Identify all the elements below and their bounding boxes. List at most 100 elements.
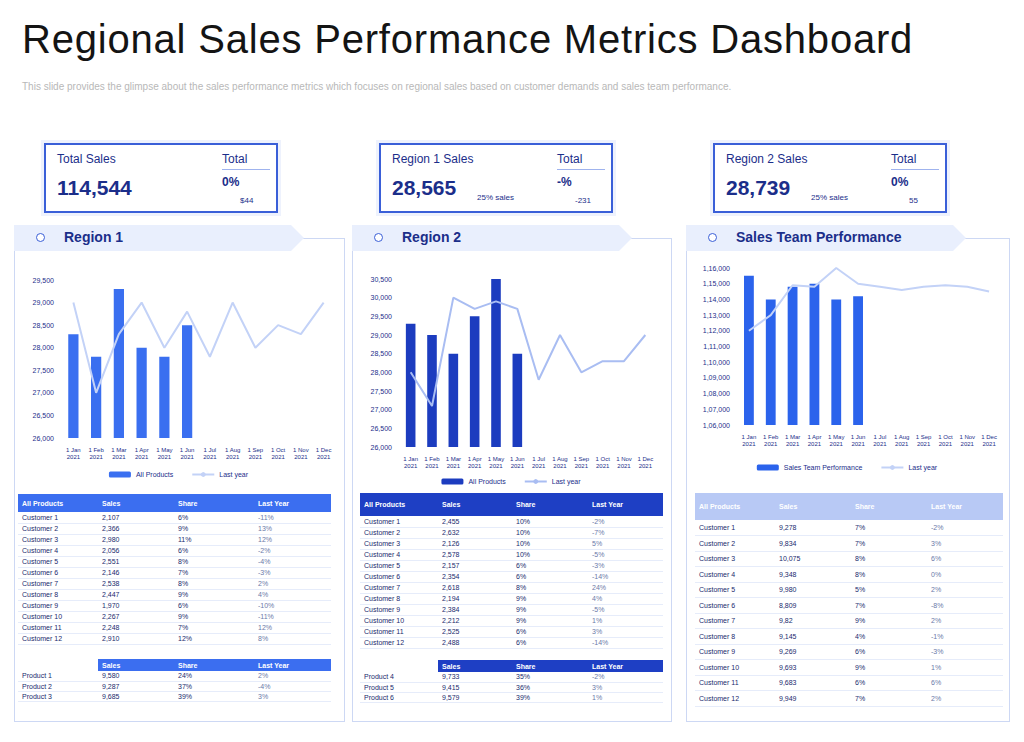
svg-text:Last year: Last year xyxy=(219,471,248,479)
svg-text:2021: 2021 xyxy=(639,463,653,469)
svg-text:29,000: 29,000 xyxy=(371,332,393,339)
svg-text:2021: 2021 xyxy=(764,441,778,447)
svg-text:2021: 2021 xyxy=(873,441,887,447)
svg-text:1 Jan: 1 Jan xyxy=(66,447,81,453)
svg-text:All Products: All Products xyxy=(136,471,174,478)
svg-text:1 Sep: 1 Sep xyxy=(573,456,589,462)
svg-text:2021: 2021 xyxy=(425,463,439,469)
svg-text:29,000: 29,000 xyxy=(33,299,55,306)
svg-text:26,500: 26,500 xyxy=(371,425,393,432)
svg-text:1 May: 1 May xyxy=(488,456,504,462)
svg-text:1 Aug: 1 Aug xyxy=(894,434,909,440)
svg-text:1,13,000: 1,13,000 xyxy=(703,312,730,319)
svg-text:2021: 2021 xyxy=(180,454,194,460)
svg-text:29,500: 29,500 xyxy=(371,313,393,320)
svg-text:2021: 2021 xyxy=(830,441,844,447)
svg-text:2021: 2021 xyxy=(468,463,482,469)
svg-text:1 Nov: 1 Nov xyxy=(616,456,632,462)
svg-text:2021: 2021 xyxy=(939,441,953,447)
svg-text:2021: 2021 xyxy=(249,454,263,460)
svg-text:2021: 2021 xyxy=(489,463,503,469)
svg-text:27,000: 27,000 xyxy=(371,406,393,413)
svg-text:2021: 2021 xyxy=(553,463,567,469)
svg-text:2021: 2021 xyxy=(317,454,331,460)
svg-text:1 Dec: 1 Dec xyxy=(316,447,332,453)
svg-text:1 Nov: 1 Nov xyxy=(959,434,975,440)
svg-text:2021: 2021 xyxy=(67,454,81,460)
svg-text:2021: 2021 xyxy=(575,463,589,469)
svg-text:1 Sep: 1 Sep xyxy=(916,434,932,440)
svg-text:26,500: 26,500 xyxy=(33,412,55,419)
svg-text:1,11,000: 1,11,000 xyxy=(703,343,730,350)
svg-text:1 Oct: 1 Oct xyxy=(938,434,953,440)
svg-text:30,000: 30,000 xyxy=(371,294,393,301)
svg-text:2021: 2021 xyxy=(596,463,610,469)
svg-text:1 Feb: 1 Feb xyxy=(763,434,779,440)
svg-text:1,08,000: 1,08,000 xyxy=(703,390,730,397)
svg-text:2021: 2021 xyxy=(961,441,975,447)
svg-text:1 Jun: 1 Jun xyxy=(180,447,195,453)
svg-text:1,12,000: 1,12,000 xyxy=(703,327,730,334)
svg-text:2021: 2021 xyxy=(851,441,865,447)
svg-text:1,10,000: 1,10,000 xyxy=(703,359,730,366)
svg-text:1,15,000: 1,15,000 xyxy=(703,280,730,287)
svg-text:1 Jul: 1 Jul xyxy=(204,447,217,453)
svg-text:26,000: 26,000 xyxy=(33,435,55,442)
svg-text:1 Mar: 1 Mar xyxy=(111,447,126,453)
svg-text:2021: 2021 xyxy=(917,441,931,447)
svg-text:1 Oct: 1 Oct xyxy=(271,447,286,453)
svg-text:1 Dec: 1 Dec xyxy=(637,456,653,462)
svg-text:2021: 2021 xyxy=(786,441,800,447)
svg-text:2021: 2021 xyxy=(203,454,217,460)
svg-text:1 Aug: 1 Aug xyxy=(552,456,567,462)
svg-text:2021: 2021 xyxy=(404,463,418,469)
svg-text:1 Jul: 1 Jul xyxy=(532,456,545,462)
svg-text:2021: 2021 xyxy=(158,454,172,460)
svg-text:2021: 2021 xyxy=(742,441,756,447)
svg-text:1 May: 1 May xyxy=(828,434,844,440)
svg-text:1 Apr: 1 Apr xyxy=(135,447,149,453)
svg-text:2021: 2021 xyxy=(226,454,240,460)
svg-text:2021: 2021 xyxy=(271,454,285,460)
svg-text:Sales Team Performance: Sales Team Performance xyxy=(784,464,863,471)
svg-text:1,14,000: 1,14,000 xyxy=(703,296,730,303)
svg-text:2021: 2021 xyxy=(532,463,546,469)
svg-text:27,500: 27,500 xyxy=(33,367,55,374)
svg-text:28,000: 28,000 xyxy=(33,344,55,351)
svg-text:26,000: 26,000 xyxy=(371,444,393,451)
svg-text:2021: 2021 xyxy=(447,463,461,469)
svg-text:1 Feb: 1 Feb xyxy=(424,456,440,462)
svg-text:1 Jun: 1 Jun xyxy=(510,456,525,462)
svg-text:All Products: All Products xyxy=(468,478,506,485)
svg-text:1 Aug: 1 Aug xyxy=(225,447,240,453)
svg-text:2021: 2021 xyxy=(135,454,149,460)
svg-text:2021: 2021 xyxy=(617,463,631,469)
svg-text:1 Mar: 1 Mar xyxy=(446,456,461,462)
svg-text:28,500: 28,500 xyxy=(33,322,55,329)
svg-text:2021: 2021 xyxy=(112,454,126,460)
svg-text:27,500: 27,500 xyxy=(371,388,393,395)
svg-text:29,500: 29,500 xyxy=(33,277,55,284)
svg-text:Last year: Last year xyxy=(908,464,937,472)
svg-text:1 Oct: 1 Oct xyxy=(595,456,610,462)
svg-text:30,500: 30,500 xyxy=(371,276,393,283)
svg-text:2021: 2021 xyxy=(982,441,996,447)
svg-text:2021: 2021 xyxy=(294,454,308,460)
svg-text:1 Nov: 1 Nov xyxy=(293,447,309,453)
svg-text:1 Jul: 1 Jul xyxy=(874,434,887,440)
svg-text:28,000: 28,000 xyxy=(371,369,393,376)
svg-text:1 Mar: 1 Mar xyxy=(785,434,800,440)
svg-text:1 Sep: 1 Sep xyxy=(248,447,264,453)
svg-text:1 Apr: 1 Apr xyxy=(468,456,482,462)
svg-text:1 Apr: 1 Apr xyxy=(807,434,821,440)
svg-text:1 Jan: 1 Jan xyxy=(742,434,757,440)
svg-text:2021: 2021 xyxy=(808,441,822,447)
svg-text:27,000: 27,000 xyxy=(33,389,55,396)
svg-text:1 Dec: 1 Dec xyxy=(981,434,997,440)
svg-text:1 May: 1 May xyxy=(156,447,172,453)
svg-text:Last year: Last year xyxy=(552,478,581,486)
svg-text:2021: 2021 xyxy=(89,454,103,460)
svg-text:1 Jan: 1 Jan xyxy=(403,456,418,462)
svg-text:1,07,000: 1,07,000 xyxy=(703,406,730,413)
svg-text:28,500: 28,500 xyxy=(371,350,393,357)
